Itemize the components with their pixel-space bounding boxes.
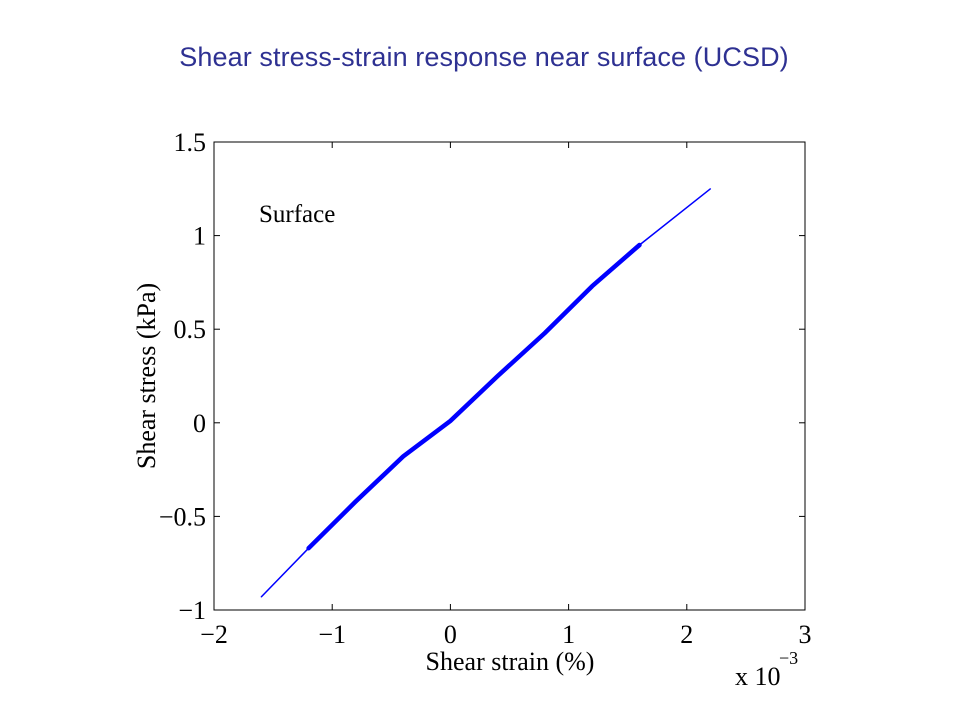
series-layer bbox=[260, 188, 712, 598]
series-point bbox=[544, 332, 546, 334]
series-point bbox=[709, 188, 712, 190]
x-multiplier-label: x 10 bbox=[735, 662, 781, 691]
series-point bbox=[497, 375, 499, 377]
series-point bbox=[260, 596, 262, 598]
x-tick-label: −2 bbox=[200, 620, 228, 649]
y-tick-label: −1 bbox=[178, 596, 206, 625]
series-point bbox=[449, 420, 451, 422]
axis-ticks bbox=[213, 141, 806, 611]
x-tick-label: 2 bbox=[680, 620, 693, 649]
series-point bbox=[307, 547, 310, 549]
y-tick-label: −0.5 bbox=[159, 502, 206, 531]
x-tick-label: 3 bbox=[799, 620, 812, 649]
tick-labels: −2 −1 0 1 2 3−1−0.500.511.5 bbox=[159, 128, 812, 649]
series-point bbox=[402, 455, 404, 458]
series-point bbox=[591, 285, 593, 287]
y-axis-label: Shear stress (kPa) bbox=[132, 283, 161, 469]
x-axis-label: Shear strain (%) bbox=[426, 647, 595, 676]
x-tick-label: 1 bbox=[562, 620, 575, 649]
y-tick-label: 0.5 bbox=[174, 315, 207, 344]
series-point bbox=[638, 244, 641, 246]
x-tick-label: −1 bbox=[318, 620, 346, 649]
x-tick-label: 0 bbox=[444, 620, 457, 649]
series-line bbox=[260, 188, 711, 598]
y-tick-label: 0 bbox=[193, 409, 206, 438]
series-loop-band bbox=[306, 242, 642, 551]
series-point bbox=[355, 500, 357, 503]
y-tick-label: 1.5 bbox=[174, 128, 207, 157]
x-multiplier-exponent: −3 bbox=[779, 648, 798, 668]
y-tick-label: 1 bbox=[193, 222, 206, 251]
plot-frame bbox=[213, 141, 806, 611]
surface-annotation: Surface bbox=[259, 201, 335, 228]
slide-title: Shear stress-strain response near surfac… bbox=[179, 42, 789, 72]
